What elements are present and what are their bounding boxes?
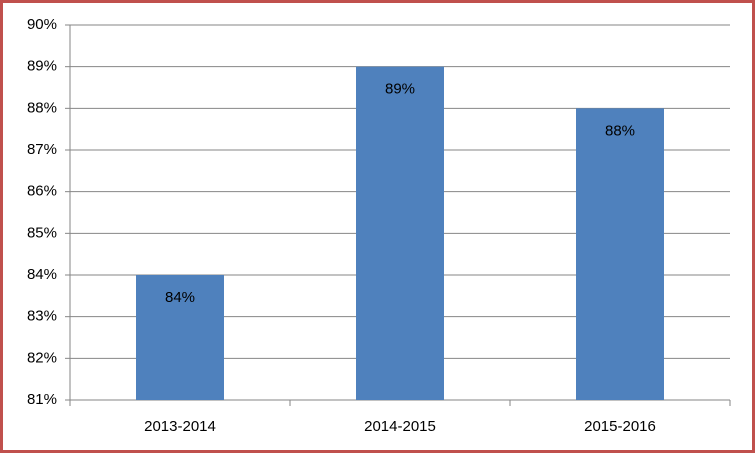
y-tick-label: 82% <box>27 349 57 366</box>
y-tick-label: 90% <box>27 16 57 33</box>
data-label: 88% <box>605 122 635 139</box>
bar <box>136 275 224 400</box>
y-tick-label: 87% <box>27 141 57 158</box>
y-tick-label: 84% <box>27 266 57 283</box>
y-tick-label: 85% <box>27 224 57 241</box>
bar <box>576 108 664 400</box>
y-tick-label: 89% <box>27 58 57 75</box>
bar <box>356 66 444 401</box>
y-tick-label: 86% <box>27 183 57 200</box>
x-tick-label: 2013-2014 <box>144 418 216 435</box>
data-label: 84% <box>165 289 195 306</box>
x-tick-label: 2015-2016 <box>584 418 656 435</box>
data-label: 89% <box>385 81 415 98</box>
y-tick-label: 88% <box>27 99 57 116</box>
x-tick-label: 2014-2015 <box>364 418 436 435</box>
y-tick-label: 83% <box>27 308 57 325</box>
y-tick-label: 81% <box>27 391 57 408</box>
